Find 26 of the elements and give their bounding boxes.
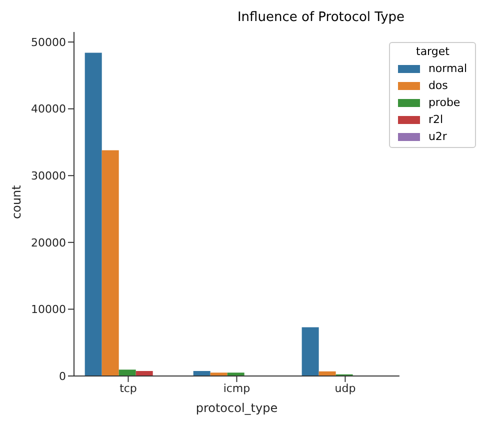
bar xyxy=(193,370,210,376)
bar xyxy=(136,370,153,376)
x-tick-label: udp xyxy=(334,382,356,395)
y-tick-label: 40000 xyxy=(31,102,66,116)
x-tick-label: icmp xyxy=(223,382,250,395)
chart-title: Influence of Protocol Type xyxy=(236,10,406,25)
legend-label: normal xyxy=(427,61,467,77)
bar xyxy=(118,370,136,376)
bar xyxy=(102,150,119,376)
x-axis-title: protocol_type xyxy=(196,401,278,415)
bar xyxy=(227,372,244,376)
bar xyxy=(84,52,102,376)
y-tick-label: 20000 xyxy=(31,236,66,250)
legend-label: dos xyxy=(427,78,449,94)
y-tick-label: 0 xyxy=(59,370,66,383)
y-tick-label: 30000 xyxy=(31,170,66,183)
bar xyxy=(302,327,319,376)
legend-label: probe xyxy=(427,95,462,111)
y-tick-label: 50000 xyxy=(31,36,66,49)
x-tick-label: tcp xyxy=(120,382,137,395)
bar xyxy=(210,372,228,376)
legend-label: u2r xyxy=(427,129,448,145)
y-axis-title: count xyxy=(9,184,24,219)
y-tick-label: 10000 xyxy=(31,303,66,316)
legend-label: r2l xyxy=(427,112,444,128)
legend-title: target xyxy=(415,45,450,58)
